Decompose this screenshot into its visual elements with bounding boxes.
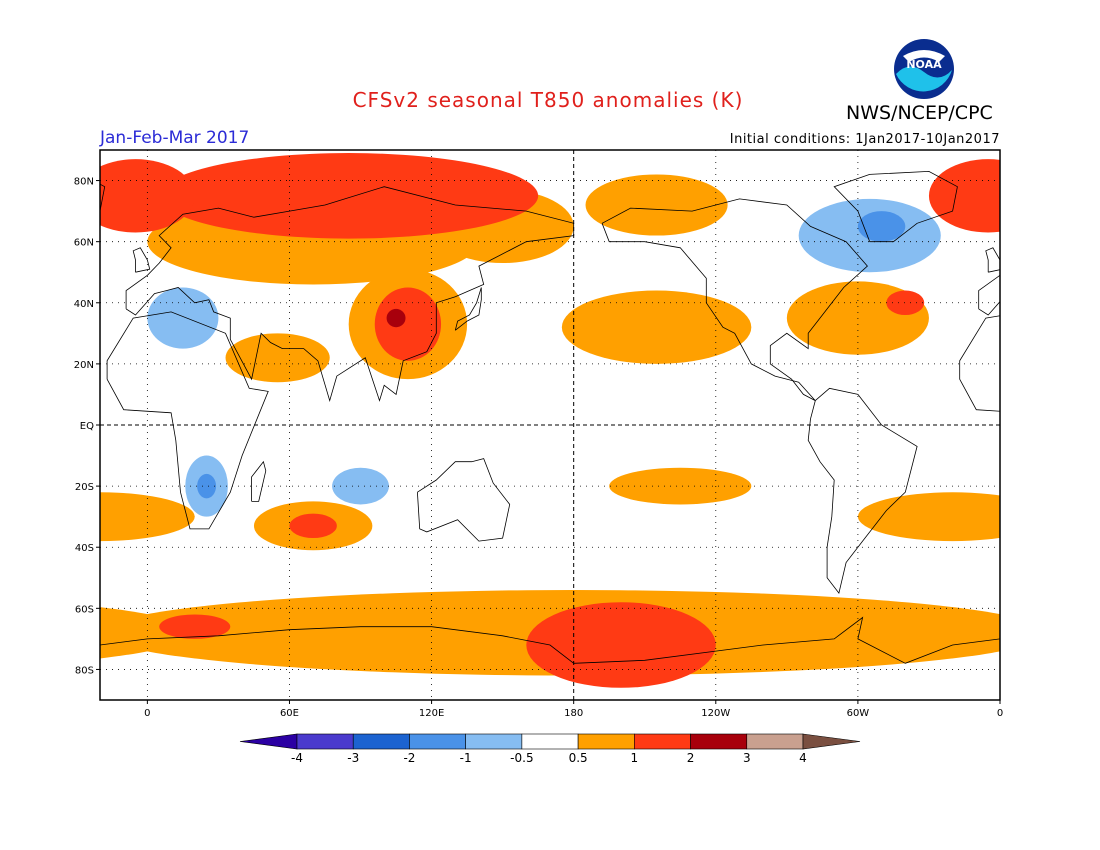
coastline: [125, 186, 575, 403]
colorbar-label: -1: [460, 751, 472, 765]
coastline: [132, 247, 151, 273]
coastline: [601, 198, 868, 401]
colorbar-label: 4: [799, 751, 807, 765]
lat-tick-label: EQ: [80, 421, 94, 432]
colorbar-label: 1: [631, 751, 639, 765]
anomaly-region-weddell: [159, 614, 231, 639]
colorbar-segment: [690, 733, 748, 750]
coastlines: [0, 170, 1000, 664]
forecast-period: Jan-Feb-Mar 2017: [100, 128, 250, 148]
anomaly-region-arctic-canada: [585, 174, 728, 236]
anomaly-region-greenland-sea-warm: [100, 159, 195, 233]
noaa-logo-icon: NOAA: [894, 39, 954, 99]
coastline: [985, 247, 1000, 273]
lat-tick-label: 20N: [74, 360, 94, 371]
anomaly-region-greenland-sea-warm: [928, 159, 1000, 233]
coastline: [106, 311, 269, 530]
lat-tick-labels: 80N 60N 40N 20N EQ 20S 40S 60S 80S: [74, 177, 100, 676]
colorbar: -4 -3 -2 -1 -0.5 0.5 1 2 3 4: [239, 733, 861, 765]
colorbar-label: 2: [687, 751, 695, 765]
chart-title: CFSv2 seasonal T850 anomalies (K): [0, 88, 1100, 112]
lon-tick-label: 60W: [847, 708, 870, 719]
lon-tick-label: 0: [997, 708, 1003, 719]
lon-tick-label: 0: [144, 708, 150, 719]
coastline: [417, 458, 511, 542]
colorbar-label: 0.5: [569, 751, 588, 765]
colorbar-label: -2: [403, 751, 415, 765]
coastline: [0, 388, 65, 593]
agency-label: NWS/NCEP/CPC: [846, 102, 993, 124]
lon-tick-label: 120W: [701, 708, 730, 719]
colorbar-segment: [239, 733, 298, 750]
coastline: [100, 626, 574, 664]
noaa-logo-text: NOAA: [906, 58, 942, 71]
coastline: [454, 287, 482, 331]
colorbar-segment: [634, 733, 691, 750]
anomaly-region-south-indian-core: [289, 513, 337, 539]
colorbar-segment: [746, 733, 804, 750]
lon-tick-label: 60E: [280, 708, 299, 719]
lat-tick-label: 20S: [75, 482, 94, 493]
colorbar-segment: [465, 733, 523, 750]
anomaly-region-arabia: [225, 333, 330, 383]
colorbar-segment: [577, 733, 635, 750]
anomaly-fields: [100, 153, 1000, 688]
anomaly-region-tibet-peak: [386, 308, 406, 328]
colorbar-segment: [296, 733, 354, 750]
coastline: [0, 199, 15, 401]
anomaly-region-south-africa-core: [197, 473, 217, 499]
lon-tick-label: 120E: [419, 708, 444, 719]
coastline: [251, 460, 267, 502]
anomaly-region-north-pacific: [561, 290, 752, 364]
anomaly-region-greenland-cold: [857, 211, 906, 242]
colorbar-segment: [521, 733, 579, 750]
graticule: [100, 150, 1000, 700]
lon-tick-labels: 0 60E 120E 180 120W 60W 0: [144, 700, 1003, 719]
lat-tick-label: 80S: [75, 665, 94, 676]
lat-tick-label: 60S: [75, 604, 94, 615]
colorbar-segment: [802, 733, 861, 750]
coastline: [807, 387, 918, 595]
initial-conditions: Initial conditions: 1Jan2017-10Jan2017: [729, 132, 1000, 147]
chart-title-text: CFSv2 seasonal T850 anomalies (K): [352, 88, 744, 112]
anomaly-region-europe-cold: [147, 287, 219, 349]
coastline: [833, 170, 958, 243]
lat-tick-label: 60N: [74, 238, 94, 249]
colorbar-label: 3: [743, 751, 751, 765]
lat-tick-label: 40S: [75, 543, 94, 554]
coastline: [573, 616, 1000, 664]
anomaly-region-indian-ocean-cold: [332, 467, 389, 505]
colorbar-label: -3: [347, 751, 359, 765]
colorbar-label: -4: [291, 751, 303, 765]
lat-tick-label: 40N: [74, 299, 94, 310]
anomaly-region-antarctic-pacific: [526, 602, 716, 688]
lat-tick-label: 80N: [74, 177, 94, 188]
anomaly-region-arctic-asia-warm: [159, 153, 539, 239]
anomaly-region-tibet-core: [374, 287, 442, 361]
colorbar-segment: [409, 733, 466, 750]
lon-tick-label: 180: [564, 708, 583, 719]
anomaly-region-south-atlantic: [857, 492, 1000, 542]
anomaly-region-south-pacific-band: [609, 467, 752, 505]
anomaly-region-north-atlantic-core: [886, 290, 925, 315]
colorbar-label: -0.5: [510, 751, 533, 765]
colorbar-segment: [352, 733, 410, 750]
